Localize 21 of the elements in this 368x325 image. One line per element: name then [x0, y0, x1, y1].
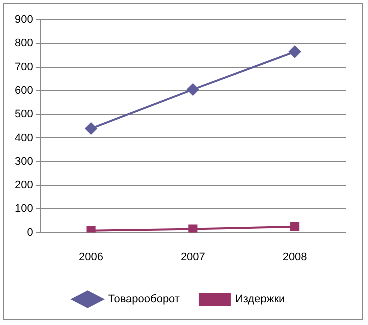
y-tick-label: 100	[14, 203, 34, 216]
point	[187, 84, 200, 96]
point	[85, 122, 98, 135]
y-tick-label: 300	[14, 156, 34, 168]
y-tick-label: 400	[14, 132, 34, 144]
point	[188, 224, 198, 233]
legend-label: Товарооборот	[108, 294, 180, 306]
y-tick-label: 900	[14, 14, 34, 26]
y-tick-label: 200	[14, 180, 34, 192]
legend-label: Издержки	[235, 294, 286, 306]
y-tick-label: 700	[14, 61, 34, 74]
point	[290, 222, 300, 232]
point	[289, 46, 302, 58]
x-tick-label: 2007	[180, 251, 206, 264]
x-tick-label: 2008	[282, 251, 308, 264]
y-tick-label: 0	[27, 226, 34, 239]
y-tick-label: 600	[14, 84, 34, 97]
x-tick-label: 2006	[79, 251, 104, 264]
y-tick-label: 500	[14, 108, 34, 121]
y-tick-label: 800	[14, 38, 34, 50]
point	[86, 226, 96, 233]
